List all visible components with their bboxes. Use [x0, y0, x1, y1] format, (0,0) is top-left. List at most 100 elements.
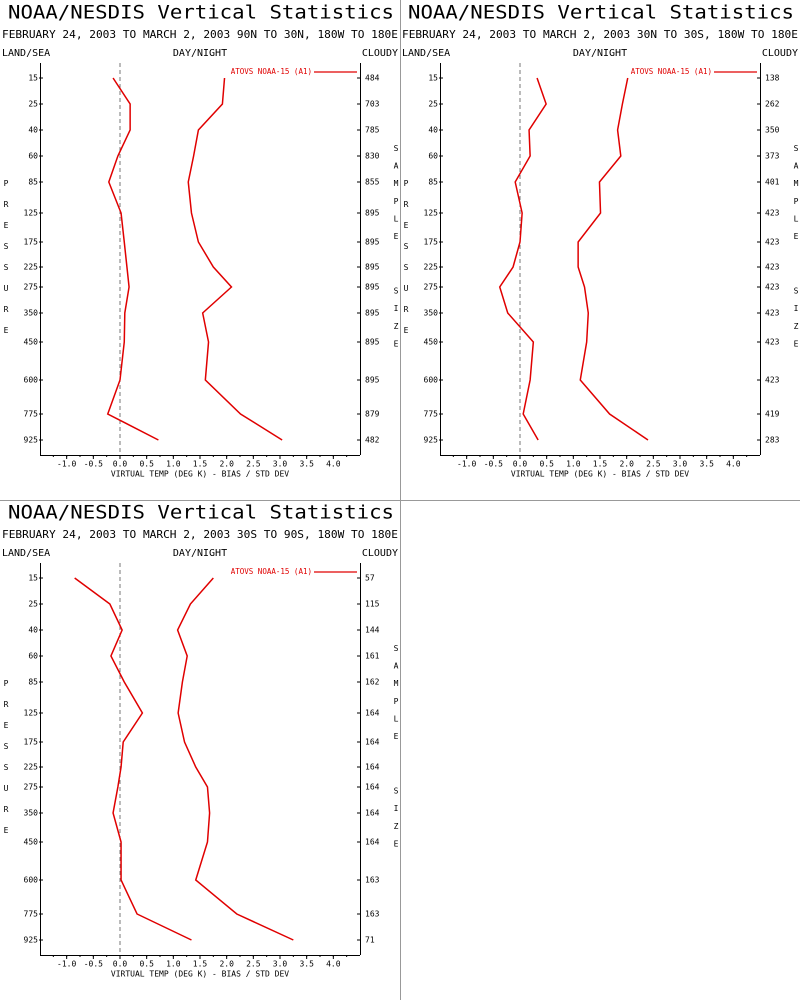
sample-size-label: 164: [365, 763, 380, 772]
y-tick-label: 350: [424, 309, 439, 318]
sample-size-label: 895: [365, 238, 380, 247]
y-tick-label: 600: [24, 876, 39, 885]
x-tick-label: 4.0: [326, 460, 341, 469]
y-tick-label: 15: [28, 574, 38, 583]
x-tick-label: 1.0: [166, 960, 181, 969]
bias-line: [106, 77, 159, 441]
x-tick-label: 0.5: [539, 460, 554, 469]
sample-size-label: 423: [765, 338, 780, 347]
legend-label: ATOVS NOAA-15 (A1): [631, 67, 712, 76]
sample-size-label: 350: [765, 126, 780, 135]
sample-size-label: 57: [365, 574, 375, 583]
sample-size-label: 423: [765, 283, 780, 292]
y-tick-label: 450: [424, 338, 439, 347]
x-tick-label: 2.0: [219, 960, 234, 969]
sample-size-label: 484: [365, 74, 380, 83]
header: CLOUDY: [362, 548, 398, 559]
y-tick-label: 925: [424, 436, 439, 445]
x-tick-label: 3.5: [699, 460, 714, 469]
y-tick-label: 125: [24, 209, 39, 218]
x-tick-label: 0.0: [113, 460, 128, 469]
x-tick-label: 0.0: [513, 460, 528, 469]
x-tick-label: 0.0: [113, 960, 128, 969]
sample-size-label: 423: [765, 376, 780, 385]
sample-size-label: 164: [365, 709, 380, 718]
chart-panel: NOAA/NESDIS Vertical Statistics FEBRUARY …: [2, 2, 399, 479]
y-tick-label: 60: [428, 152, 438, 161]
legend-label: ATOVS NOAA-15 (A1): [231, 567, 312, 576]
x-tick-label: 1.5: [193, 460, 208, 469]
y-tick-label: 85: [28, 678, 38, 687]
y-tick-label: 775: [24, 910, 39, 919]
sample-size-label: 855: [365, 178, 380, 187]
header: CLOUDY: [762, 48, 798, 59]
sample-size-label: 164: [365, 783, 380, 792]
x-tick-label: 2.5: [646, 460, 661, 469]
sample-size-label: 703: [365, 100, 380, 109]
sample-size-label: 163: [365, 910, 380, 919]
sample-size-label: 895: [365, 376, 380, 385]
y-tick-label: 25: [28, 100, 38, 109]
sample-size-label: 895: [365, 309, 380, 318]
y-tick-label: 350: [24, 309, 39, 318]
x-tick-label: 3.5: [299, 460, 314, 469]
std-dev-line: [176, 577, 294, 941]
y-tick-label: 275: [24, 783, 39, 792]
sample-size-label: 71: [365, 936, 375, 945]
x-tick-label: 1.5: [593, 460, 608, 469]
sample-size-label: 879: [365, 410, 380, 419]
x-tick-label: 2.5: [246, 460, 261, 469]
y-tick-label: 40: [428, 126, 438, 135]
x-tick-label: 0.5: [139, 460, 154, 469]
sample-size-label: 895: [365, 263, 380, 272]
sample-size-label: 423: [765, 309, 780, 318]
sample-size-label: 423: [765, 238, 780, 247]
y-tick-label: 125: [24, 709, 39, 718]
x-tick-label: 4.0: [726, 460, 741, 469]
header: DAY/NIGHT: [573, 48, 627, 59]
sample-size-label: 164: [365, 738, 380, 747]
y-tick-label: 25: [28, 600, 38, 609]
y-tick-label: 15: [28, 74, 38, 83]
y-tick-label: 450: [24, 338, 39, 347]
y-tick-label: 40: [28, 626, 38, 635]
sample-size-label: 262: [765, 100, 780, 109]
std-dev-line: [577, 77, 649, 441]
header: LAND/SEA: [402, 48, 450, 59]
x-tick-label: -0.5: [84, 960, 103, 969]
y-tick-label: 85: [28, 178, 38, 187]
bias-line: [74, 577, 192, 941]
sample-size-label: 164: [365, 809, 380, 818]
y-tick-label: 175: [24, 238, 39, 247]
chart-subtitle: FEBRUARY 24, 2003 TO MARCH 2, 2003 90N T…: [2, 29, 398, 41]
sample-size-label: 164: [365, 838, 380, 847]
y-tick-label: 925: [24, 436, 39, 445]
sample-size-label: 423: [765, 263, 780, 272]
y-tick-label: 775: [24, 410, 39, 419]
sample-size-label: 138: [765, 74, 780, 83]
y-tick-label: 350: [24, 809, 39, 818]
chart-subtitle: FEBRUARY 24, 2003 TO MARCH 2, 2003 30N T…: [402, 29, 798, 41]
x-axis-label: VIRTUAL TEMP (DEG K) - BIAS / STD DEV: [111, 470, 289, 479]
legend-label: ATOVS NOAA-15 (A1): [231, 67, 312, 76]
sample-size-label: 161: [365, 652, 380, 661]
y-tick-label: 225: [24, 763, 39, 772]
chart-title: NOAA/NESDIS Vertical Statistics: [408, 2, 794, 24]
sample-size-label: 482: [365, 436, 380, 445]
x-tick-label: 1.0: [566, 460, 581, 469]
y-tick-label: 175: [424, 238, 439, 247]
y-tick-label: 600: [24, 376, 39, 385]
y-tick-label: 125: [424, 209, 439, 218]
sample-size-label: 162: [365, 678, 380, 687]
y-tick-label: 15: [428, 74, 438, 83]
y-tick-label: 775: [424, 410, 439, 419]
x-tick-label: 4.0: [326, 960, 341, 969]
y-tick-label: 85: [428, 178, 438, 187]
y-tick-label: 925: [24, 936, 39, 945]
x-tick-label: 1.0: [166, 460, 181, 469]
